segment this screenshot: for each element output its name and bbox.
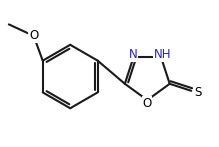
Text: S: S bbox=[194, 86, 201, 99]
Text: N: N bbox=[129, 48, 138, 61]
Text: O: O bbox=[29, 29, 38, 42]
Text: NH: NH bbox=[154, 48, 171, 61]
Text: O: O bbox=[143, 97, 152, 110]
